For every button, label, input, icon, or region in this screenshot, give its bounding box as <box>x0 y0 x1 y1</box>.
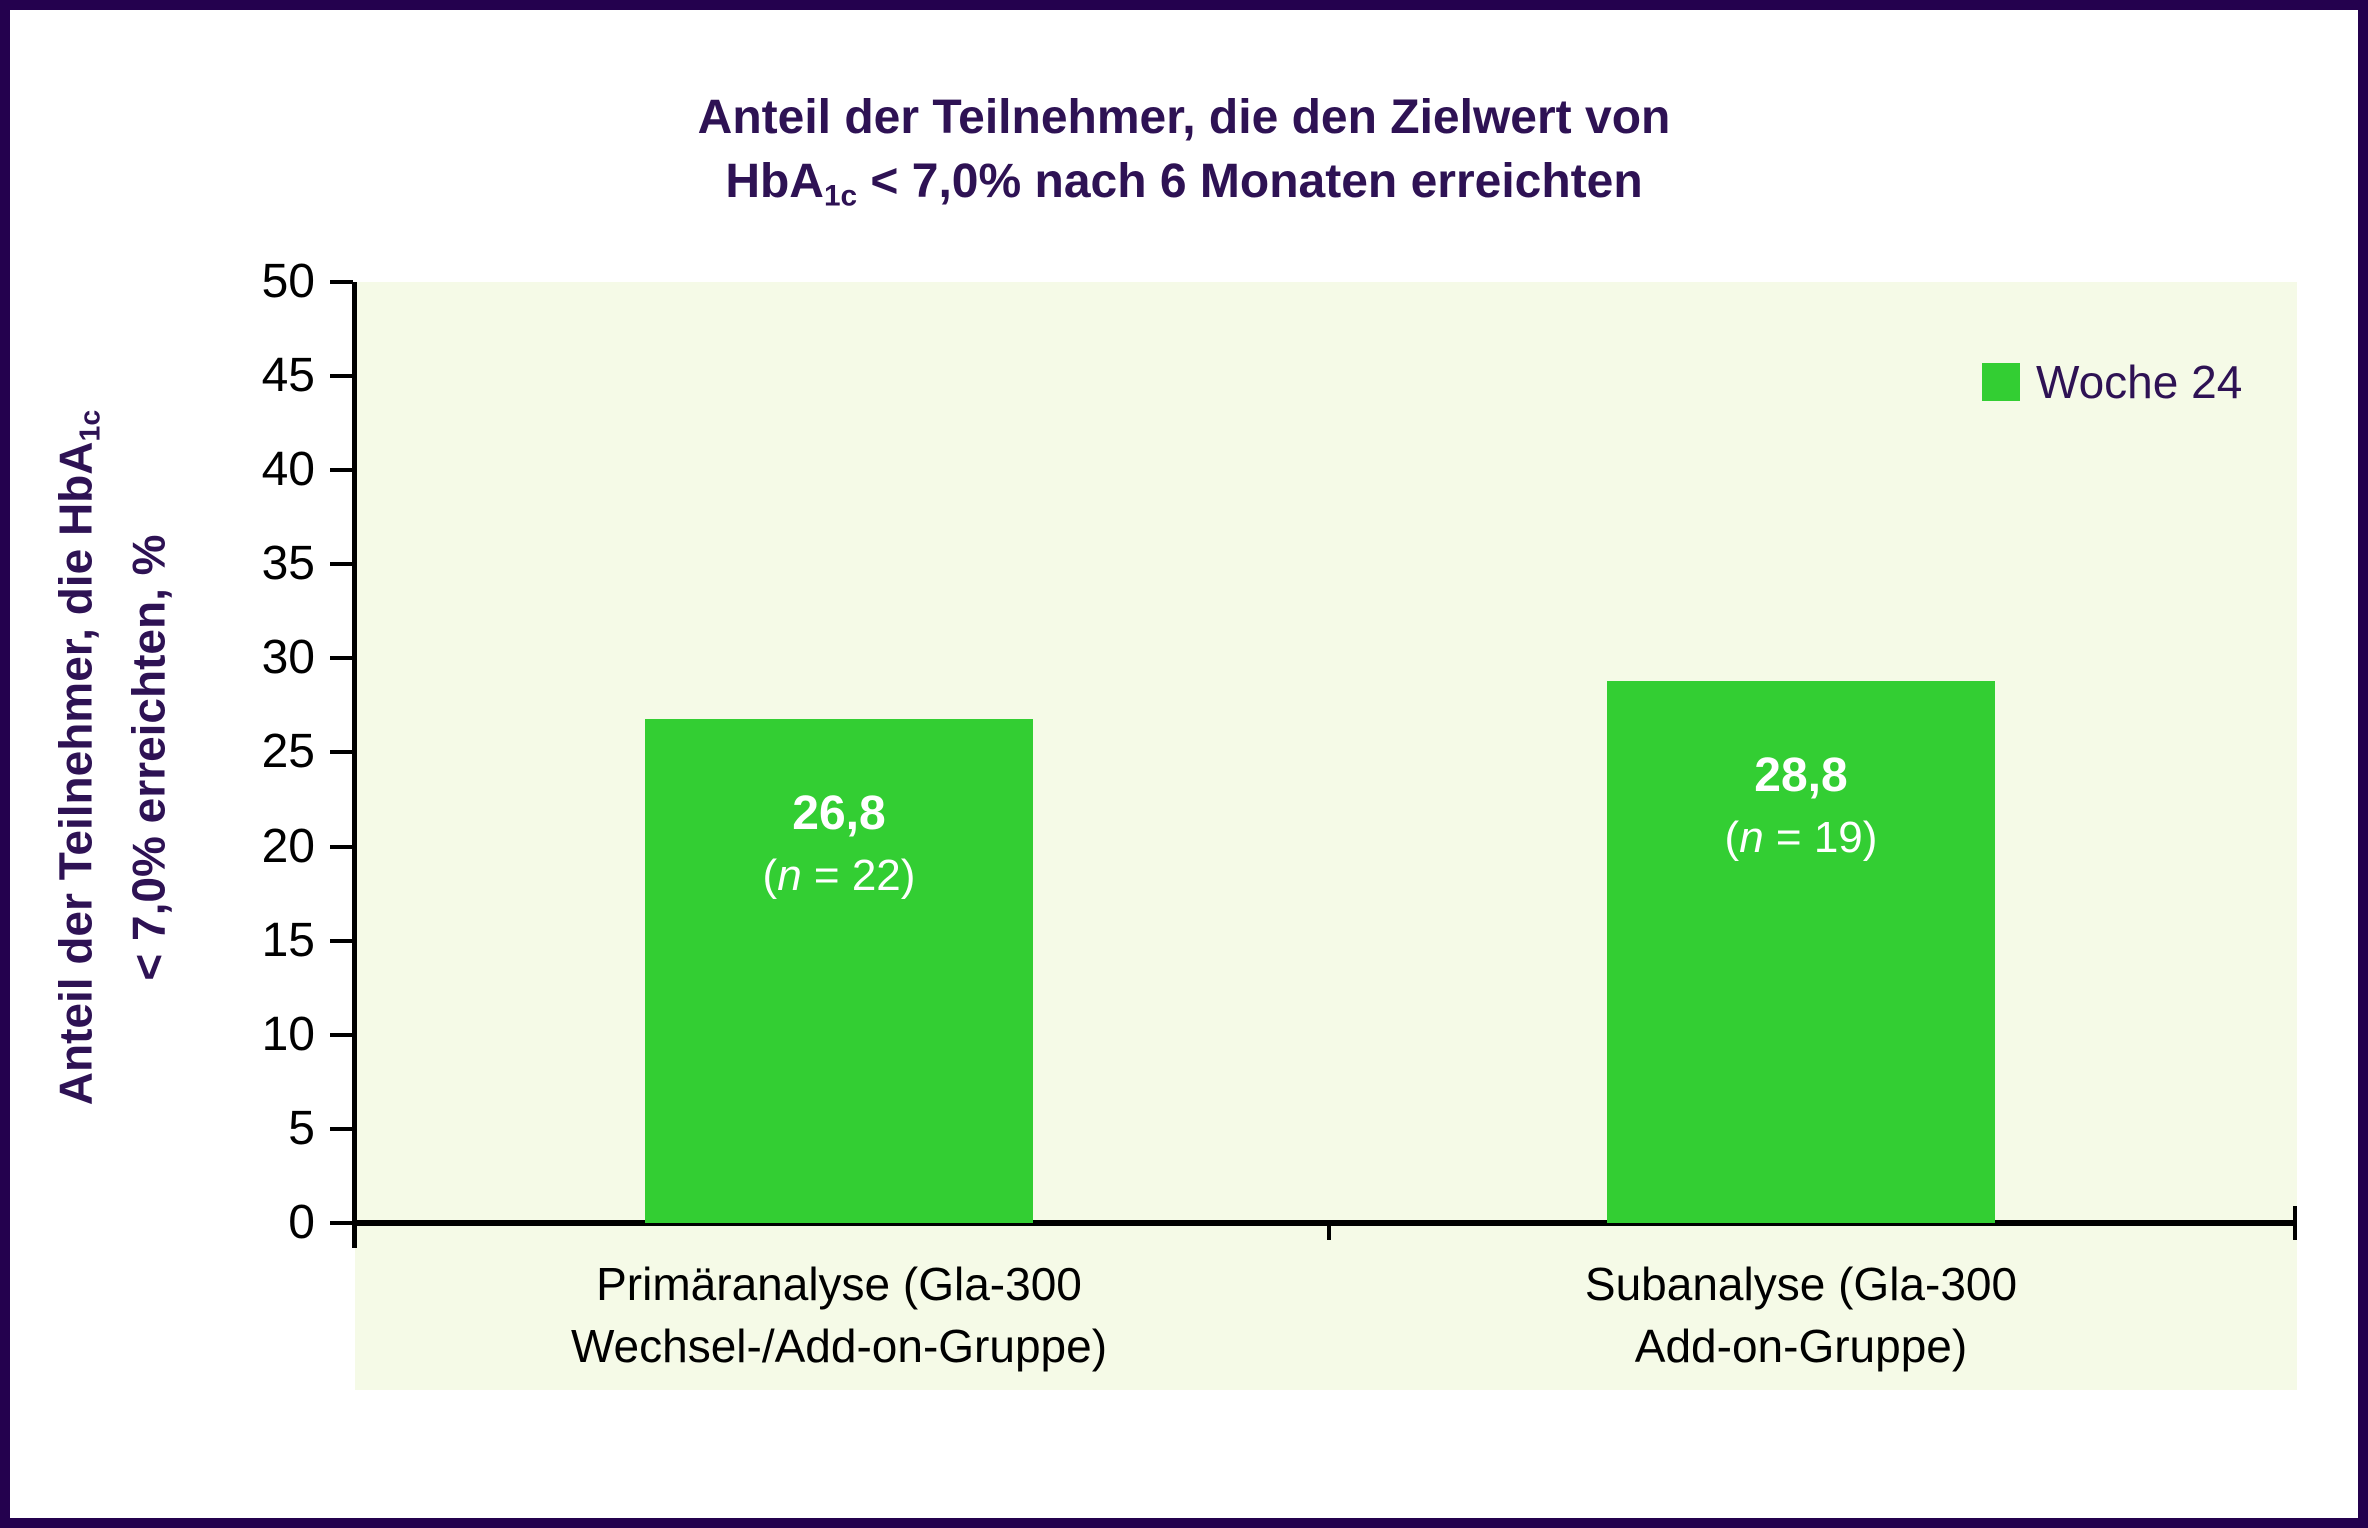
bar-1-value-label: 28,8 <box>1754 749 1848 802</box>
y-axis-tick <box>330 280 353 284</box>
bar-1-n-label: (n = 19) <box>1724 813 1878 862</box>
y-axis-tick <box>330 1033 353 1037</box>
y-axis-title-line2: < 7,0% erreichten, % <box>122 534 175 981</box>
y-axis-tick <box>330 1221 353 1225</box>
chart-title-hba: HbA <box>725 155 824 208</box>
category-label-1: Subanalyse (Gla-300 Add-on-Gruppe) <box>1341 1253 2261 1377</box>
y-tick-label: 25 <box>261 725 315 778</box>
y-axis-line <box>352 282 357 1248</box>
y-axis-title-text: Anteil der Teilnehmer, die HbA <box>49 441 102 1106</box>
category-label-0: Primäranalyse (Gla-300 Wechsel-/Add-on-G… <box>379 1253 1299 1377</box>
y-tick-label: 50 <box>261 255 315 308</box>
y-tick-label: 20 <box>261 820 315 873</box>
y-axis-tick <box>330 750 353 754</box>
y-axis-title-line1: Anteil der Teilnehmer, die HbA1c <box>47 157 120 1357</box>
y-tick-label: 15 <box>261 914 315 967</box>
y-tick-label: 45 <box>261 349 315 402</box>
y-axis-tick <box>330 845 353 849</box>
bar-0-n-label: (n = 22) <box>762 851 916 900</box>
category-label-0-line2: Wechsel-/Add-on-Gruppe) <box>570 1320 1108 1372</box>
legend-swatch-icon <box>1982 363 2020 401</box>
chart-title-line1: Anteil der Teilnehmer, die den Zielwert … <box>697 91 1671 144</box>
legend: Woche 24 <box>1982 358 2242 406</box>
y-axis-tick <box>330 939 353 943</box>
y-tick-label: 0 <box>288 1196 315 1249</box>
y-axis-title-subscript: 1c <box>74 409 107 442</box>
chart-title-rest: < 7,0% nach 6 Monaten erreichten <box>857 155 1643 208</box>
y-tick-label: 10 <box>261 1008 315 1061</box>
category-label-1-line2: Add-on-Gruppe) <box>1634 1320 1968 1372</box>
y-axis-tick <box>330 1127 353 1131</box>
x-axis-category-divider-tick <box>1327 1223 1331 1240</box>
x-axis-end-tick <box>2293 1206 2297 1240</box>
bar-0-value-label: 26,8 <box>792 787 886 840</box>
bar-0 <box>645 719 1033 1223</box>
y-axis-tick <box>330 468 353 472</box>
category-label-1-line1: Subanalyse (Gla-300 <box>1584 1258 2018 1310</box>
y-axis-tick <box>330 374 353 378</box>
y-tick-label: 40 <box>261 443 315 496</box>
category-label-0-line1: Primäranalyse (Gla-300 <box>596 1258 1082 1310</box>
y-axis-tick <box>330 656 353 660</box>
bar-label-group-1: 28,8 (n = 19) <box>1607 747 1995 865</box>
chart-title-subscript: 1c <box>823 179 858 213</box>
y-tick-label: 5 <box>288 1102 315 1155</box>
bar-1 <box>1607 681 1995 1223</box>
chart-title: Anteil der Teilnehmer, die den Zielwert … <box>10 86 2358 228</box>
legend-label: Woche 24 <box>2036 356 2243 408</box>
bar-label-group-0: 26,8 (n = 22) <box>645 785 1033 903</box>
chart-title-line2: HbA1c < 7,0% nach 6 Monaten erreichten <box>10 150 2358 228</box>
y-tick-label: 30 <box>261 631 315 684</box>
y-tick-label: 35 <box>261 537 315 590</box>
x-axis-line <box>355 1220 2297 1226</box>
y-axis-tick <box>330 562 353 566</box>
